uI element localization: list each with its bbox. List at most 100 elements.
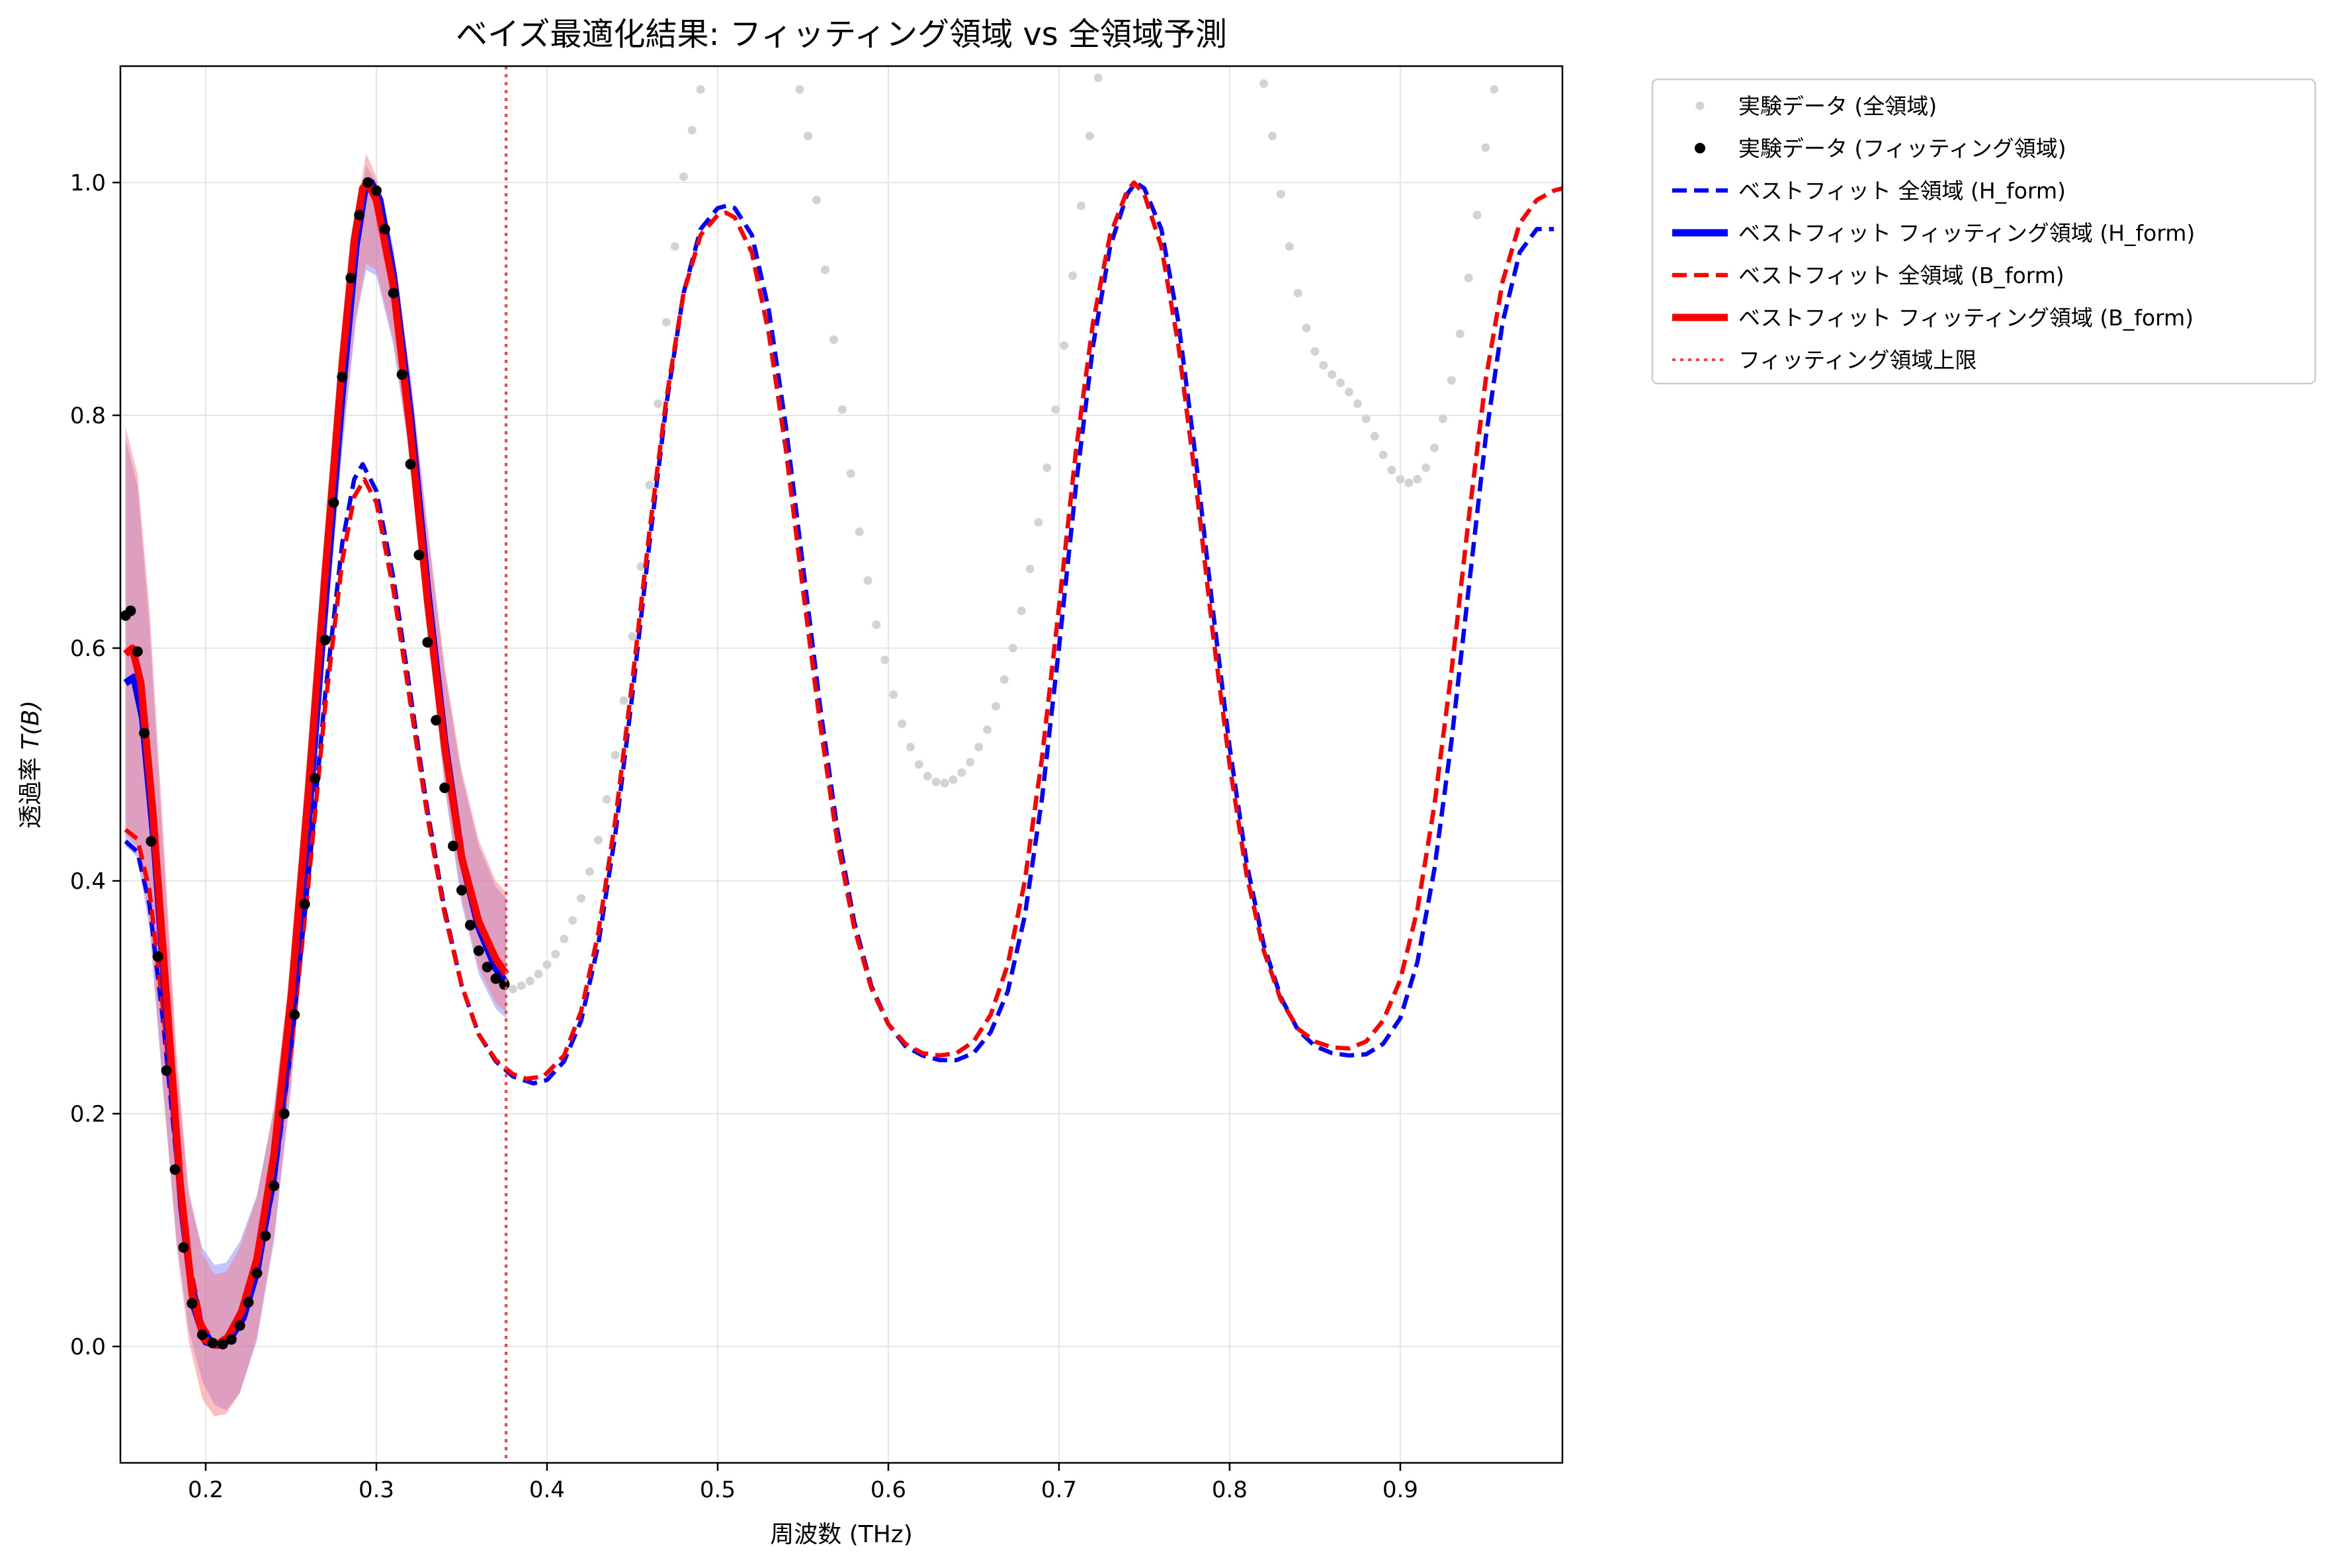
exp-all-point — [593, 835, 603, 845]
exp-fit-point — [226, 1334, 237, 1345]
exp-fit-point — [354, 210, 365, 221]
exp-all-point — [1017, 606, 1026, 616]
exp-all-point — [1034, 518, 1043, 527]
exp-all-point — [560, 934, 569, 944]
exp-fit-point — [139, 727, 150, 739]
legend: 実験データ (全領域) 実験データ (フィッティング領域) ベストフィット 全領域 … — [1651, 78, 2316, 385]
x-tick-label: 0.2 — [188, 1477, 224, 1503]
exp-fit-point — [405, 458, 416, 470]
legend-label: ベストフィット 全領域 (B_form) — [1738, 263, 2064, 288]
exp-fit-point — [319, 634, 331, 645]
exp-all-point — [1025, 564, 1035, 573]
exp-fit-point — [207, 1337, 218, 1348]
exp-fit-point — [310, 773, 321, 784]
exp-all-point — [1413, 475, 1422, 484]
x-tick-label: 0.6 — [870, 1477, 906, 1503]
legend-frame — [1651, 78, 2316, 385]
exp-fit-point — [289, 1009, 300, 1020]
exp-all-point — [611, 751, 620, 760]
exp-all-point — [1336, 378, 1345, 388]
y-tick-label: 0.2 — [70, 1101, 106, 1128]
exp-all-point — [1379, 450, 1388, 460]
exp-all-point — [906, 743, 915, 752]
exp-fit-point — [431, 715, 442, 726]
exp-all-point — [1259, 79, 1269, 88]
exp-fit-point — [490, 973, 501, 984]
exp-all-point — [1490, 85, 1499, 94]
y-tick-label: 1.0 — [70, 170, 106, 196]
exp-all-point — [654, 399, 663, 408]
exp-all-point — [525, 976, 534, 985]
legend-entry: 実験データ (全領域) — [1695, 93, 1937, 119]
exp-fit-point — [278, 1108, 290, 1119]
exp-all-point — [508, 985, 517, 994]
legend-label: 実験データ (フィッティング領域) — [1738, 136, 2066, 161]
x-tick-label: 0.4 — [529, 1477, 565, 1503]
exp-fit-point — [187, 1298, 198, 1309]
exp-all-point — [1447, 376, 1456, 385]
exp-all-point — [795, 85, 804, 94]
exp-all-point — [636, 562, 646, 571]
exp-all-point — [812, 195, 822, 204]
exp-all-point — [1396, 475, 1405, 484]
exp-fit-point — [269, 1180, 280, 1192]
chart-title: ベイズ最適化結果: フィッティング領域 vs 全領域予測 — [456, 16, 1227, 53]
exp-all-point — [829, 335, 838, 345]
y-tick-label: 0.0 — [70, 1334, 106, 1360]
exp-fit-point — [388, 288, 399, 299]
exp-fit-point — [345, 272, 357, 284]
axis-ticks: 0.2 0.3 0.4 0.5 0.6 0.7 0.8 0.9 0.0 0.2 0.4 0.6 0.8 1… — [70, 170, 1418, 1503]
exp-all-point — [1085, 132, 1094, 141]
exp-all-point — [1438, 414, 1447, 423]
exp-fit-point — [337, 371, 348, 382]
exp-all-point — [619, 696, 628, 705]
x-tick-label: 0.7 — [1041, 1477, 1077, 1503]
exp-all-point — [1472, 210, 1482, 220]
exp-fit-point — [499, 979, 510, 990]
exp-all-point — [1430, 443, 1439, 452]
grid-lines — [120, 66, 1562, 1463]
exp-all-point — [1345, 388, 1354, 397]
legend-entry: ベストフィット フィッティング領域 (B_form) — [1672, 305, 2193, 331]
exp-all-point — [1076, 201, 1085, 210]
x-tick-label: 0.3 — [359, 1477, 394, 1503]
exp-all-point — [804, 132, 813, 141]
exp-all-point — [846, 469, 855, 478]
exp-fit-point — [448, 841, 459, 852]
exp-all-point — [534, 970, 543, 979]
plot-area-frame — [119, 65, 1564, 1464]
legend-entry: ベストフィット フィッティング領域 (H_form) — [1672, 220, 2195, 246]
exp-fit-point — [161, 1065, 172, 1076]
legend-label: ベストフィット 全領域 (H_form) — [1738, 178, 2066, 204]
exp-all-point — [645, 481, 654, 490]
exp-all-point — [1404, 478, 1414, 487]
exp-all-point — [1042, 463, 1052, 472]
exp-all-point — [577, 893, 586, 903]
exp-fit-point — [379, 224, 390, 235]
x-tick-label: 0.8 — [1212, 1477, 1248, 1503]
legend-entry: 実験データ (フィッティング領域) — [1695, 136, 2066, 161]
exp-all-point — [670, 242, 679, 251]
y-axis-label: 透過率 T(B) — [17, 700, 44, 829]
exp-fit-point — [413, 550, 425, 561]
legend-entry: フィッティング領域上限 — [1672, 347, 1976, 373]
exp-all-point — [1293, 288, 1302, 298]
exp-fit-point — [328, 497, 339, 508]
exp-fit-point — [464, 919, 476, 930]
exp-fit-point — [396, 369, 407, 380]
exp-all-point — [966, 757, 975, 766]
series-layer — [120, 66, 1562, 1463]
exp-fit-point — [439, 782, 450, 794]
exp-all-point — [898, 719, 907, 728]
exp-fit-point — [243, 1297, 254, 1308]
exp-all-point — [949, 775, 958, 784]
b-form-fit-line — [123, 179, 509, 1349]
exp-all-point — [1455, 329, 1465, 339]
exp-all-point — [855, 527, 864, 536]
exp-all-point — [1319, 360, 1328, 370]
h-form-full-line — [124, 180, 1554, 1346]
exp-all-point — [991, 702, 1000, 711]
exp-all-point — [585, 867, 594, 876]
exp-all-point — [551, 950, 560, 959]
exp-fit-point — [125, 605, 136, 616]
